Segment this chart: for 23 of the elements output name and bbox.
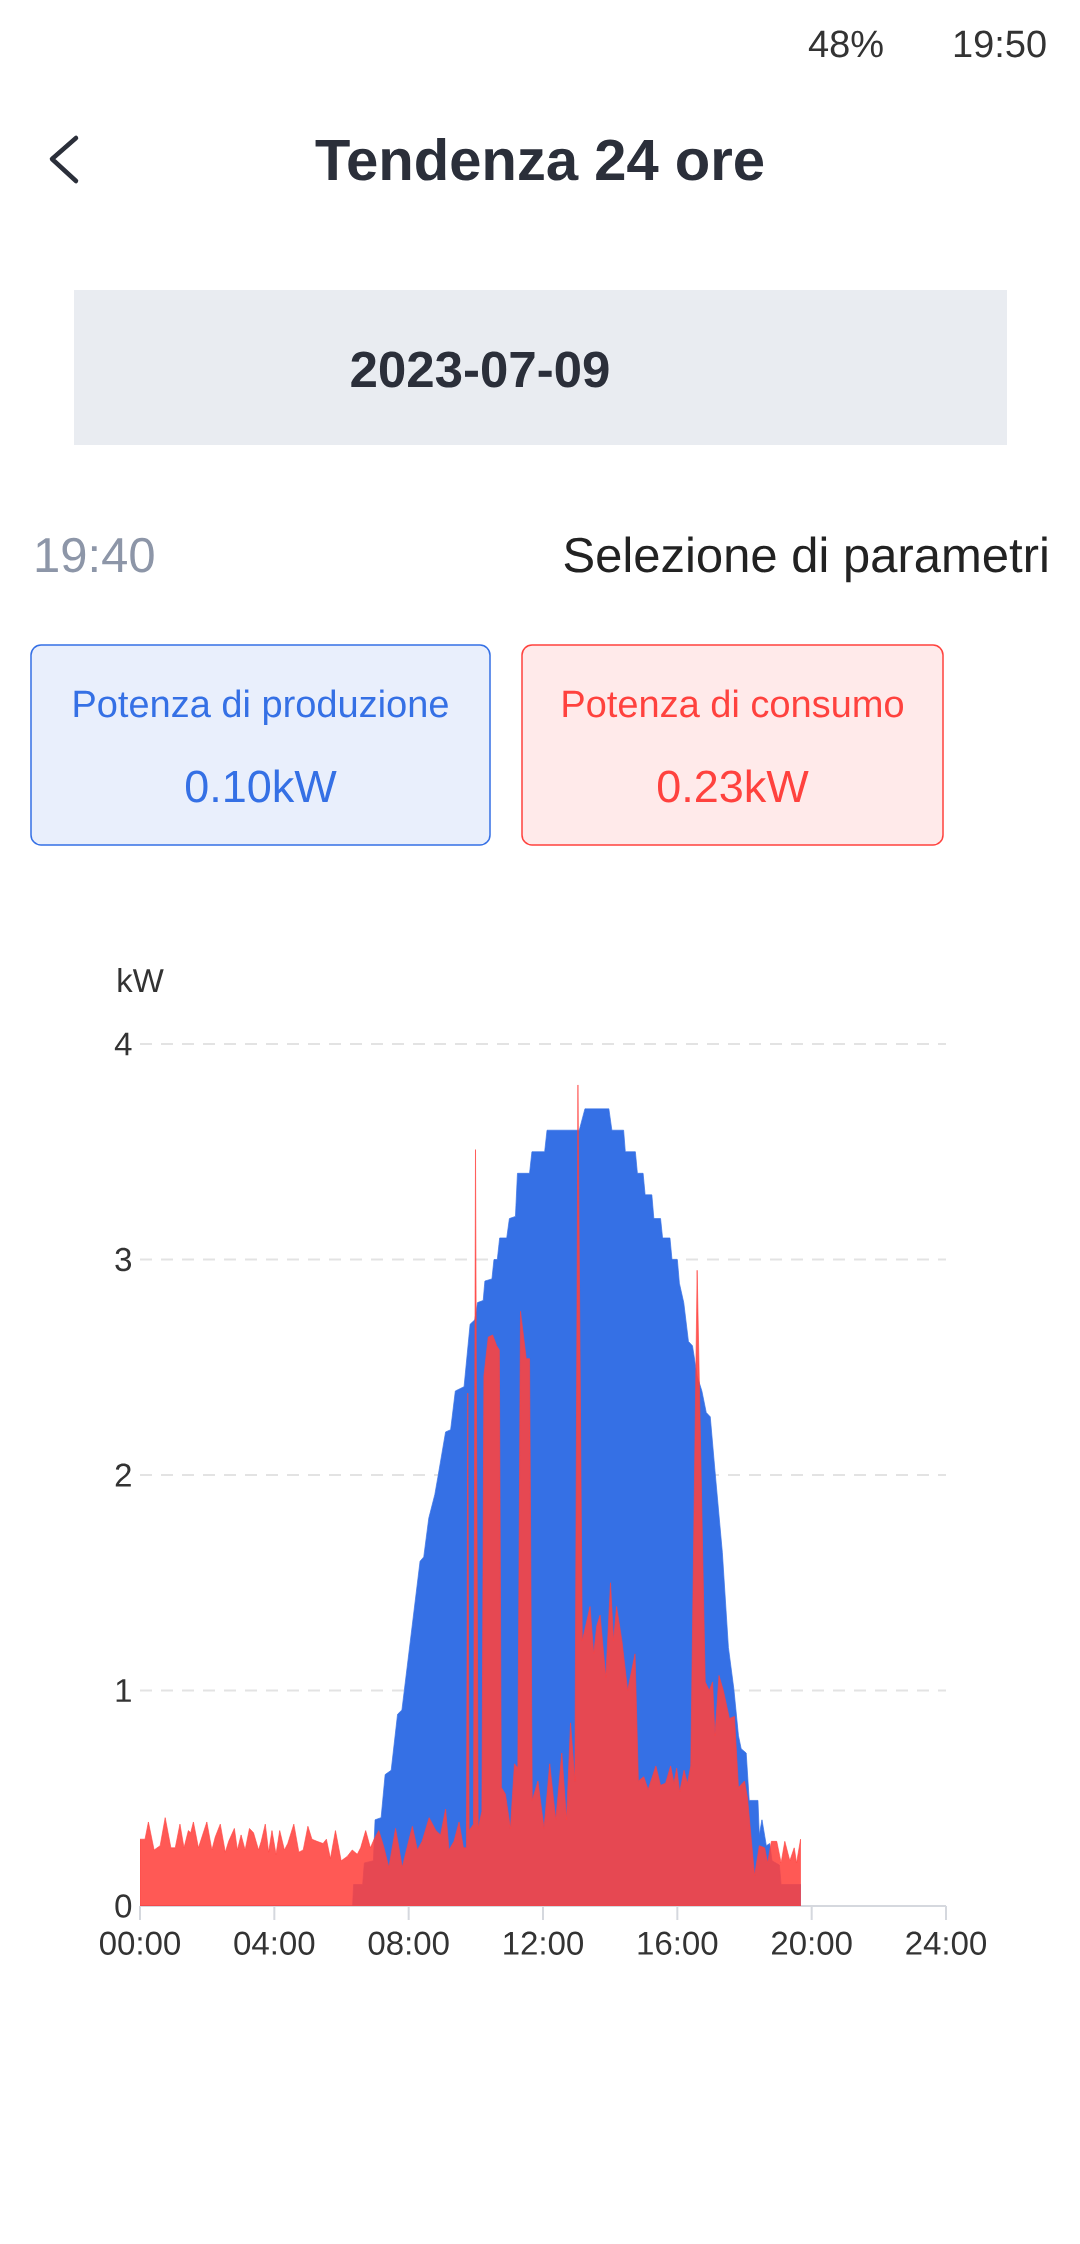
y-tick-label: 4 xyxy=(114,1032,132,1056)
x-tick-label: 24:00 xyxy=(906,1931,986,1955)
y-axis-title: kW xyxy=(118,968,164,992)
y-tick-label: 0 xyxy=(115,1894,132,1918)
text: Potenza di produzione xyxy=(74,689,448,725)
x-tick-label: 00:00 xyxy=(100,1931,180,1955)
text: Potenza di consumo xyxy=(563,689,903,718)
y-tick-label: 2 xyxy=(115,1463,131,1487)
text: Selezione di parametri xyxy=(564,536,1047,583)
x-tick-label: 12:00 xyxy=(504,1931,583,1955)
text: 48% xyxy=(808,30,883,58)
text: 19:50 xyxy=(954,30,1046,58)
text: 0.10kW xyxy=(185,769,337,803)
y-tick-label: 3 xyxy=(115,1247,132,1272)
y-tick-label: 1 xyxy=(116,1679,131,1702)
x-tick-label: 20:00 xyxy=(772,1931,852,1955)
text: 0.23kW xyxy=(657,769,809,803)
text: 19:40 xyxy=(36,537,154,573)
x-tick-label: 16:00 xyxy=(638,1931,718,1955)
x-tick-label: 04:00 xyxy=(234,1931,315,1955)
x-tick-label: 08:00 xyxy=(368,1931,449,1955)
chart-subtitle: 2023-07-09 xyxy=(351,351,609,388)
chart-title: Tendenza 24 ore xyxy=(315,137,764,181)
